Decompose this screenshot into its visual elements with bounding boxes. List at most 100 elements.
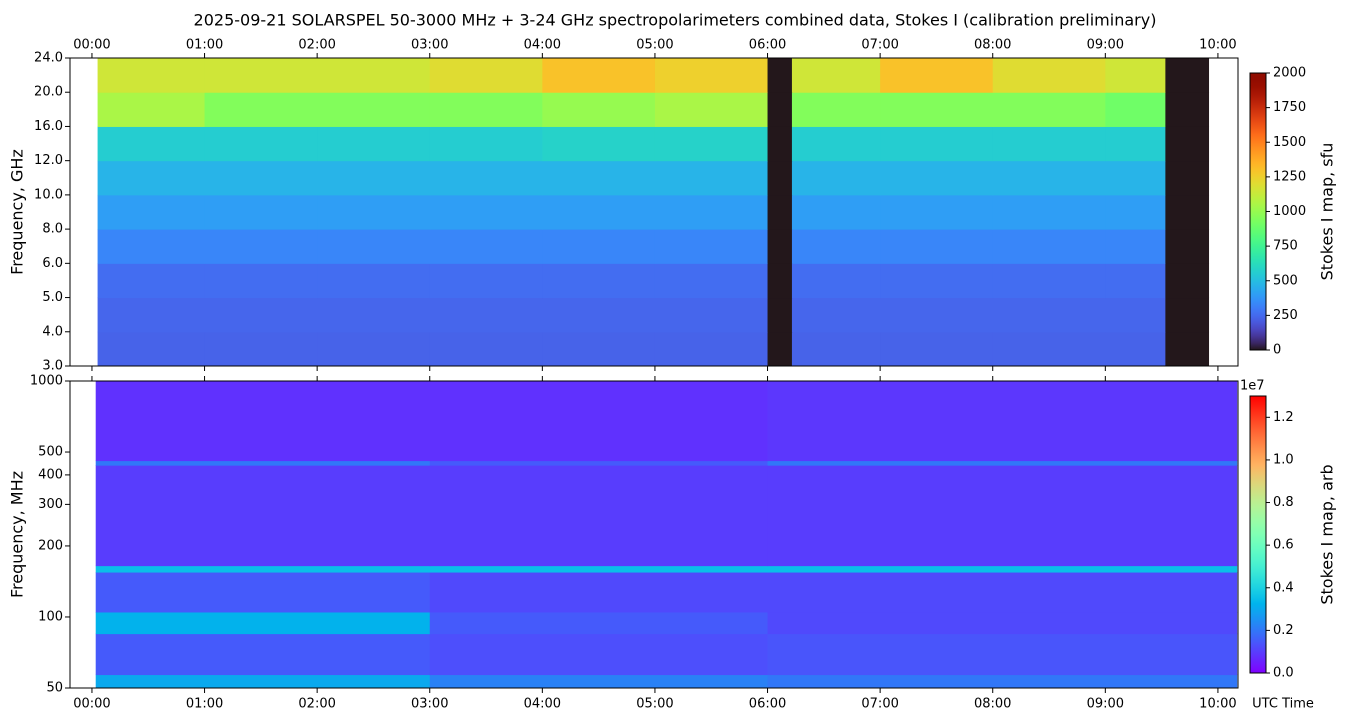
heatmap-cell: [880, 263, 994, 299]
heatmap-cell: [1105, 331, 1166, 367]
y-tick-label: 24.0: [34, 51, 63, 66]
colorbar-tick-label: 0.2: [1273, 623, 1294, 638]
heatmap-cell: [204, 263, 318, 299]
heatmap-cell: [767, 160, 793, 196]
heatmap-cell: [880, 331, 994, 367]
colorbar-tick-label: 500: [1273, 273, 1298, 288]
heatmap-cell: [429, 297, 543, 333]
heatmap-cell: [542, 194, 656, 230]
heatmap-cell: [542, 263, 656, 299]
heatmap-cell: [97, 126, 206, 162]
y-tick-label: 3.0: [42, 359, 63, 374]
heatmap-cell: [767, 572, 1238, 613]
heatmap-cell: [880, 297, 994, 333]
x-tick-label: 09:00: [1087, 38, 1124, 53]
y-tick-label: 5.0: [42, 290, 63, 305]
heatmap-cell: [767, 460, 1238, 466]
heatmap-cell: [767, 58, 793, 93]
heatmap-cell: [791, 331, 881, 367]
heatmap-cell: [542, 58, 656, 93]
heatmap-cell: [791, 297, 881, 333]
y-tick-label: 50: [46, 681, 63, 696]
colorbar-label: Stokes I map, sfu: [1318, 143, 1337, 281]
heatmap-cell: [429, 92, 543, 127]
heatmap-cell: [542, 160, 656, 196]
heatmap-cell: [429, 633, 769, 676]
heatmap-cell: [204, 160, 318, 196]
colorbar-tick-label: 2000: [1273, 66, 1306, 81]
heatmap-cell: [791, 194, 881, 230]
heatmap-cell: [429, 58, 543, 93]
heatmap-cell: [542, 297, 656, 333]
heatmap-cell: [429, 572, 769, 613]
colorbar-tick-label: 0.4: [1273, 580, 1294, 595]
colorbar-tick-label: 1750: [1273, 100, 1306, 115]
colorbar-tick-label: 1250: [1273, 169, 1306, 184]
x-tick-label: 02:00: [298, 697, 335, 712]
heatmap-cell: [1165, 92, 1210, 127]
y-axis-label: Frequency, MHz: [8, 471, 27, 598]
heatmap-cell: [791, 160, 881, 196]
heatmap-cell: [992, 331, 1106, 367]
y-tick-label: 12.0: [34, 153, 63, 168]
heatmap-cell: [767, 465, 1238, 567]
y-tick-label: 6.0: [42, 256, 63, 271]
heatmap-cell: [429, 194, 543, 230]
heatmap-cell: [767, 674, 1238, 689]
heatmap-cell: [767, 194, 793, 230]
colorbar-tick-label: 0: [1273, 343, 1281, 358]
x-tick-label: 10:00: [1199, 38, 1236, 53]
heatmap-cell: [95, 465, 431, 567]
y-axis-label: Frequency, GHz: [8, 149, 27, 275]
colorbar-tick-label: 0.6: [1273, 538, 1294, 553]
heatmap-cell: [1105, 297, 1166, 333]
x-tick-label: 07:00: [861, 38, 898, 53]
heatmap-cell: [429, 565, 769, 573]
y-tick-label: 1000: [30, 374, 63, 389]
heatmap-cell: [317, 297, 431, 333]
heatmap-cell: [992, 58, 1106, 93]
x-tick-label: 06:00: [749, 697, 786, 712]
colorbar-offset: 1e7: [1240, 379, 1265, 394]
heatmap-cell: [880, 229, 994, 264]
heatmap-cell: [1165, 297, 1210, 333]
heatmap-cell: [429, 263, 543, 299]
x-tick-label: 04:00: [524, 697, 561, 712]
x-tick-label: 09:00: [1087, 697, 1124, 712]
heatmap-cell: [97, 331, 206, 367]
x-axis-label: UTC Time: [1252, 697, 1314, 712]
heatmap-cell: [1105, 126, 1166, 162]
heatmap-cell: [992, 229, 1106, 264]
heatmap-cell: [317, 126, 431, 162]
heatmap-cell: [317, 194, 431, 230]
heatmap-cell: [767, 263, 793, 299]
colorbar: [1249, 72, 1267, 351]
colorbar-tick-label: 750: [1273, 239, 1298, 254]
heatmap-cell: [1105, 58, 1166, 93]
heatmap-cell: [429, 331, 543, 367]
heatmap-cell: [992, 263, 1106, 299]
heatmap-cell: [1165, 229, 1210, 264]
heatmap-cell: [767, 611, 1238, 635]
heatmap-cell: [1165, 331, 1210, 367]
heatmap-cell: [654, 126, 769, 162]
heatmap-cell: [204, 331, 318, 367]
heatmap-cell: [791, 58, 881, 93]
heatmap-cell: [429, 674, 769, 689]
heatmap-cell: [1105, 92, 1166, 127]
colorbar-tick-label: 1500: [1273, 135, 1306, 150]
heatmap-cell: [97, 297, 206, 333]
chart-title: 2025-09-21 SOLARSPEL 50-3000 MHz + 3-24 …: [194, 11, 1157, 30]
heatmap-cell: [95, 611, 431, 635]
heatmap-cell: [97, 160, 206, 196]
heatmap-cell: [429, 229, 543, 264]
heatmap-cell: [880, 126, 994, 162]
heatmap-cell: [767, 229, 793, 264]
x-tick-label: 08:00: [974, 697, 1011, 712]
x-tick-label: 02:00: [298, 38, 335, 53]
colorbar-tick-label: 250: [1273, 308, 1298, 323]
heatmap-cell: [95, 460, 431, 466]
x-tick-label: 01:00: [186, 38, 223, 53]
x-tick-label: 00:00: [73, 38, 110, 53]
